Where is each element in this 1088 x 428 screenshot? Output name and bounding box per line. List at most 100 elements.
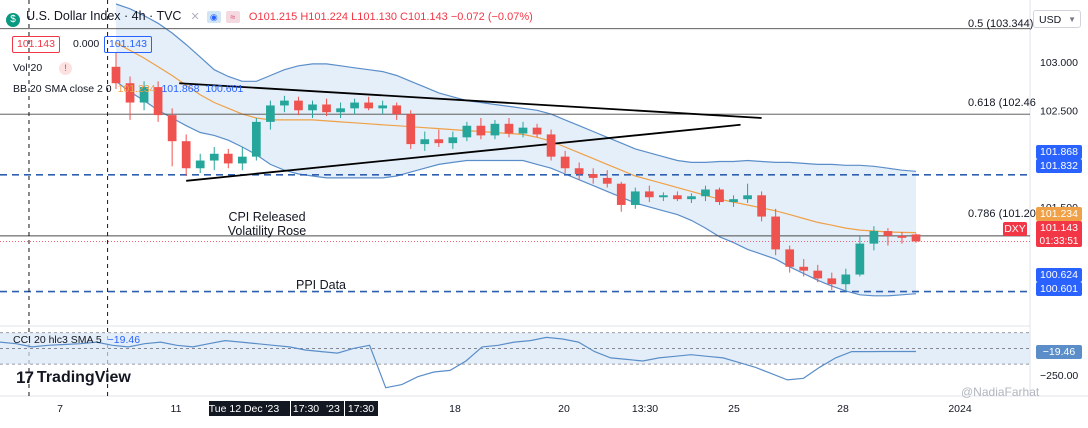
candle-body: [644, 191, 654, 198]
tag-dashed-upper: 101.832: [1036, 159, 1082, 173]
candle-body: [841, 274, 851, 285]
candle-body: [153, 87, 163, 116]
candle-body: [574, 168, 584, 175]
candle-body: [392, 105, 402, 115]
candle: [644, 185, 654, 203]
candle: [813, 264, 823, 283]
candle: [448, 131, 458, 149]
candle-body: [813, 270, 823, 279]
tag-bb-lower: 100.601: [1036, 282, 1082, 296]
candle: [911, 233, 921, 243]
candle-body: [897, 235, 907, 238]
candle-body: [673, 195, 682, 200]
x-tick-label: 20: [558, 403, 570, 415]
buy-price-box[interactable]: 101.143: [104, 36, 152, 53]
candle-body: [252, 121, 261, 157]
candle: [322, 98, 331, 117]
candle: [799, 259, 809, 277]
candle: [869, 226, 879, 251]
candle: [476, 118, 486, 140]
candle: [195, 153, 205, 174]
ohlc-open: O101.215: [248, 11, 298, 23]
candle-body: [602, 177, 612, 184]
candle: [504, 118, 514, 138]
candle-body: [785, 249, 795, 267]
candle: [841, 268, 851, 292]
bb-lower-line: [115, 80, 917, 297]
candle-body: [266, 105, 275, 122]
candle-body: [701, 189, 710, 197]
candle: [392, 102, 402, 120]
candle-body: [139, 87, 149, 103]
candle: [630, 187, 640, 209]
candle: [771, 208, 780, 256]
tag-bb-upper: 101.868: [1036, 145, 1082, 159]
volume-indicator-label[interactable]: Vol 20 !: [13, 62, 73, 75]
candle-body: [630, 191, 640, 205]
x-tick-highlight: [209, 401, 290, 416]
candle: [883, 228, 893, 246]
candle-body: [504, 123, 514, 134]
candle-body: [406, 114, 416, 145]
candle: [743, 183, 752, 204]
candle-body: [462, 125, 472, 138]
sell-price-box[interactable]: 101.143: [12, 36, 60, 53]
candle: [364, 96, 373, 111]
ohlc-change: −0.072 (−0.07%): [450, 11, 533, 23]
wave-icon[interactable]: ≈: [225, 11, 240, 23]
candle-body: [167, 115, 177, 142]
cci-value: −19.46: [107, 334, 141, 346]
bb-fill: [116, 4, 916, 296]
tradingview-logo[interactable]: 17 TradingView: [16, 368, 131, 387]
tradingview-logo-icon: 17: [16, 368, 34, 387]
candle-body: [490, 123, 500, 136]
warning-icon[interactable]: !: [59, 62, 73, 75]
candle-body: [223, 153, 233, 164]
candle: [616, 181, 626, 212]
candle: [855, 235, 865, 277]
candle: [673, 191, 682, 202]
x-tick-highlight: [345, 401, 378, 416]
bb-upper-value: 101.868: [161, 83, 200, 95]
candle-body: [588, 174, 598, 178]
tag-cci: −19.46: [1036, 345, 1082, 359]
bb-indicator-label[interactable]: BB 20 SMA close 2 0 101.234 101.868 100.…: [13, 83, 244, 95]
symbol-title[interactable]: U.S. Dollar Index · 4h · TVC: [26, 9, 182, 23]
symbol-header: $ U.S. Dollar Index · 4h · TVC ✕ ◉ ≈ O10…: [6, 9, 533, 27]
author-watermark: @NadiaFarhat: [961, 385, 1040, 399]
candle: [378, 100, 388, 115]
candle-body: [911, 234, 921, 242]
candle-body: [855, 243, 865, 275]
candle-body: [364, 102, 373, 109]
candle-body: [546, 134, 556, 157]
currency-selector[interactable]: USD ▼: [1033, 10, 1081, 28]
trendline-1: [186, 123, 741, 182]
candle-body: [616, 183, 626, 205]
candle: [574, 162, 584, 180]
tag-dashed-lower: 100.624: [1036, 268, 1082, 282]
candle: [701, 185, 710, 202]
bb-basis-value: 101.234: [117, 83, 156, 95]
close-icon[interactable]: ✕: [190, 11, 200, 23]
candle: [827, 272, 837, 290]
eye-icon[interactable]: ◉: [206, 11, 221, 23]
cci-indicator-label[interactable]: CCI 20 hlc3 SMA 5 −19.46: [13, 334, 141, 346]
candle: [546, 129, 556, 161]
x-tick-label: 11: [171, 403, 182, 415]
candle: [153, 81, 163, 122]
candle-body: [757, 195, 766, 217]
x-tick-label: 17:30: [293, 403, 319, 415]
candle: [434, 129, 444, 147]
candle: [266, 100, 275, 130]
candle: [602, 170, 612, 188]
candle-body: [729, 199, 738, 203]
candle: [897, 232, 907, 244]
tag-bb-basis: 101.234: [1036, 207, 1082, 221]
candle: [757, 191, 766, 222]
x-tick-label: 2024: [948, 403, 972, 415]
ohlc-close: C101.143: [400, 11, 448, 23]
x-tick-label: 7: [57, 403, 63, 415]
candle-body: [195, 160, 205, 169]
